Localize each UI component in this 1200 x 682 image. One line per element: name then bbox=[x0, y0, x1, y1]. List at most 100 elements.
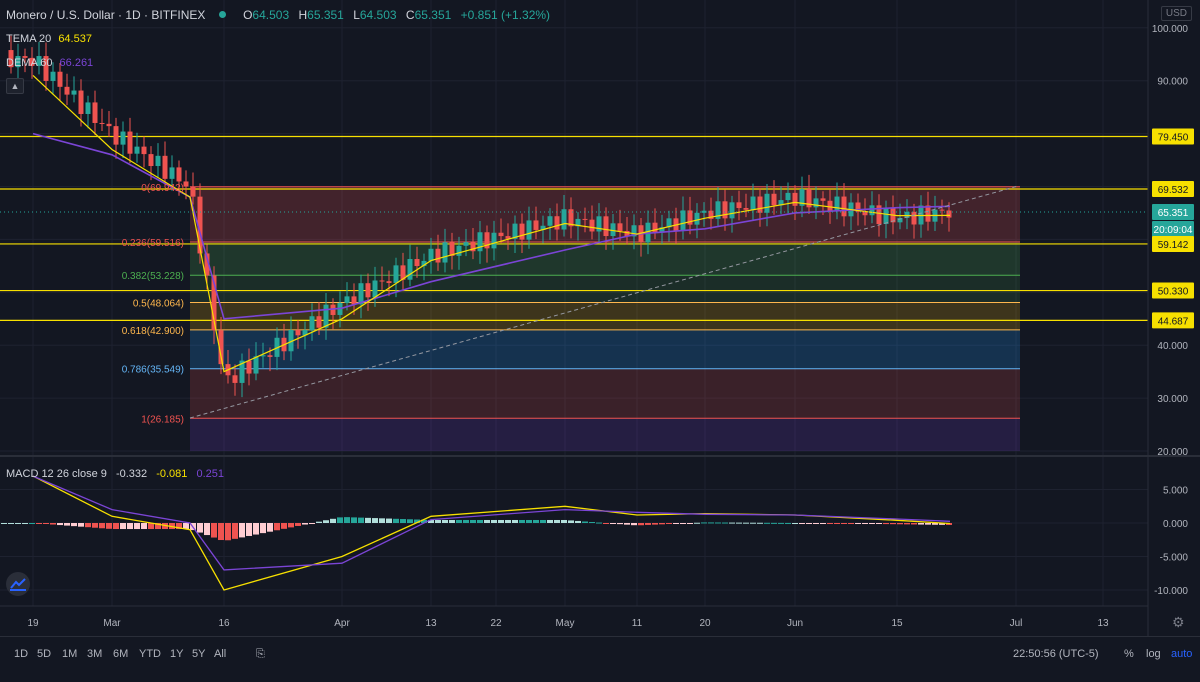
candle-body bbox=[680, 210, 686, 231]
candle-body bbox=[463, 242, 469, 246]
price-axis[interactable]: 100.000 90.000 40.000 30.000 20.000 5.000 0.00… bbox=[1152, 24, 1194, 597]
timeframe-ytd[interactable]: YTD bbox=[139, 648, 161, 660]
macd-bar bbox=[918, 523, 924, 525]
candle-body bbox=[344, 296, 350, 303]
fib-zone bbox=[190, 329, 1020, 369]
timeframe-6m[interactable]: 6M bbox=[113, 648, 129, 660]
macd-bar bbox=[911, 523, 917, 525]
timeframe-5d[interactable]: 5D bbox=[37, 648, 52, 660]
timeframe-3m[interactable]: 3M bbox=[87, 648, 103, 660]
trend-line[interactable] bbox=[189, 185, 1019, 419]
candle-body bbox=[379, 280, 385, 282]
timeframe-1m[interactable]: 1M bbox=[62, 648, 78, 660]
macd-bar bbox=[365, 517, 371, 523]
candle-body bbox=[386, 281, 392, 283]
timeframe-all[interactable]: All bbox=[214, 648, 227, 660]
price-tick: 40.000 bbox=[1157, 341, 1188, 352]
candle-body bbox=[505, 236, 511, 239]
macd-bar bbox=[554, 519, 560, 523]
candle-body bbox=[372, 280, 378, 298]
candle-body bbox=[477, 232, 483, 252]
candle-body bbox=[29, 57, 35, 66]
time-tick: 13 bbox=[1097, 618, 1109, 629]
candle-body bbox=[204, 253, 210, 276]
log-toggle[interactable]: log bbox=[1146, 648, 1161, 660]
candle-body bbox=[316, 316, 322, 328]
macd-bar bbox=[589, 522, 595, 524]
timeframe-1y[interactable]: 1Y bbox=[170, 648, 184, 660]
candle-body bbox=[435, 248, 441, 263]
macd-bar bbox=[232, 523, 238, 539]
tradingview-logo[interactable] bbox=[6, 572, 30, 596]
macd-bar bbox=[141, 523, 147, 530]
macd-bar bbox=[57, 523, 63, 526]
macd-bar bbox=[533, 519, 539, 523]
candle-body bbox=[43, 56, 49, 81]
macd-bar bbox=[50, 523, 56, 525]
low-value: 64.503 bbox=[359, 8, 397, 22]
candle-body bbox=[92, 102, 98, 123]
macd-bar bbox=[526, 519, 532, 523]
tema-legend[interactable]: TEMA 20 64.537 bbox=[6, 33, 92, 45]
macd-bar bbox=[274, 523, 280, 531]
candle-body bbox=[267, 355, 273, 357]
date-range-icon[interactable]: ⎘ bbox=[256, 648, 265, 660]
macd-tick: 0.000 bbox=[1163, 519, 1188, 530]
price-badge-label: 59.142 bbox=[1158, 240, 1189, 251]
macd-bar bbox=[666, 523, 672, 524]
clock-time[interactable]: 22:50:56 (UTC-5) bbox=[1013, 648, 1099, 660]
macd-bar bbox=[855, 523, 861, 524]
macd-bar bbox=[491, 519, 497, 523]
candle-body bbox=[841, 196, 847, 217]
macd-bar bbox=[449, 519, 455, 523]
macd-bar bbox=[99, 523, 105, 529]
time-tick: 11 bbox=[632, 618, 643, 629]
candle-body bbox=[148, 154, 154, 167]
currency-badge[interactable]: USD bbox=[1160, 6, 1192, 21]
fib-level-label: 0.236(59.516) bbox=[122, 238, 184, 249]
candle-body bbox=[78, 90, 84, 114]
gear-icon[interactable]: ⚙ bbox=[1172, 614, 1185, 630]
fib-level-label: 0.618(42.900) bbox=[122, 326, 184, 337]
macd-bar bbox=[757, 522, 763, 524]
macd-bar bbox=[456, 519, 462, 523]
macd-bar bbox=[477, 519, 483, 523]
price-badge bbox=[1152, 235, 1194, 252]
price-badge bbox=[1152, 204, 1194, 220]
macd-bar bbox=[680, 523, 686, 524]
open-value: 64.503 bbox=[252, 8, 290, 22]
fib-level-label: 0.382(53.228) bbox=[122, 271, 184, 282]
timeframe-5y[interactable]: 5Y bbox=[192, 648, 206, 660]
symbol-title[interactable]: Monero / U.S. Dollar · 1D · BITFINEX bbox=[6, 8, 206, 22]
candle-body bbox=[939, 209, 945, 211]
dema-legend[interactable]: DEMA 60 66.261 bbox=[6, 57, 93, 69]
macd-signal-line bbox=[32, 475, 951, 571]
candle-body bbox=[666, 218, 672, 228]
price-badge bbox=[1152, 180, 1194, 197]
candle-body bbox=[750, 196, 756, 210]
macd-bar bbox=[78, 523, 84, 527]
macd-bar bbox=[925, 523, 931, 525]
auto-toggle[interactable]: auto bbox=[1171, 648, 1193, 660]
high-label: H bbox=[298, 8, 308, 22]
timeframe-1d[interactable]: 1D bbox=[14, 648, 29, 660]
percent-toggle[interactable]: % bbox=[1124, 648, 1134, 660]
collapse-legend-button[interactable]: ▲ bbox=[6, 78, 24, 94]
macd-bar bbox=[428, 519, 434, 523]
price-badge-label: 65.351 bbox=[1158, 208, 1189, 219]
candle-body bbox=[904, 211, 910, 218]
fib-zone bbox=[190, 418, 1020, 451]
candle-body bbox=[134, 146, 140, 154]
macd-bar bbox=[288, 523, 294, 528]
time-axis[interactable]: 19 Mar 16 Apr 13 22 May 11 20 Jun 15 Jul 13 bbox=[27, 618, 1109, 629]
change-value: +0.851 (+1.32%) bbox=[460, 8, 551, 22]
macd-bar bbox=[848, 523, 854, 524]
candle-body bbox=[197, 196, 203, 254]
macd-legend[interactable]: MACD 12 26 close 9 -0.332 -0.081 0.251 bbox=[6, 468, 224, 480]
macd-bar bbox=[218, 523, 224, 541]
candle-body bbox=[554, 216, 560, 230]
macd-bar bbox=[862, 523, 868, 524]
macd-bar bbox=[694, 522, 700, 524]
candle-body bbox=[127, 131, 133, 154]
